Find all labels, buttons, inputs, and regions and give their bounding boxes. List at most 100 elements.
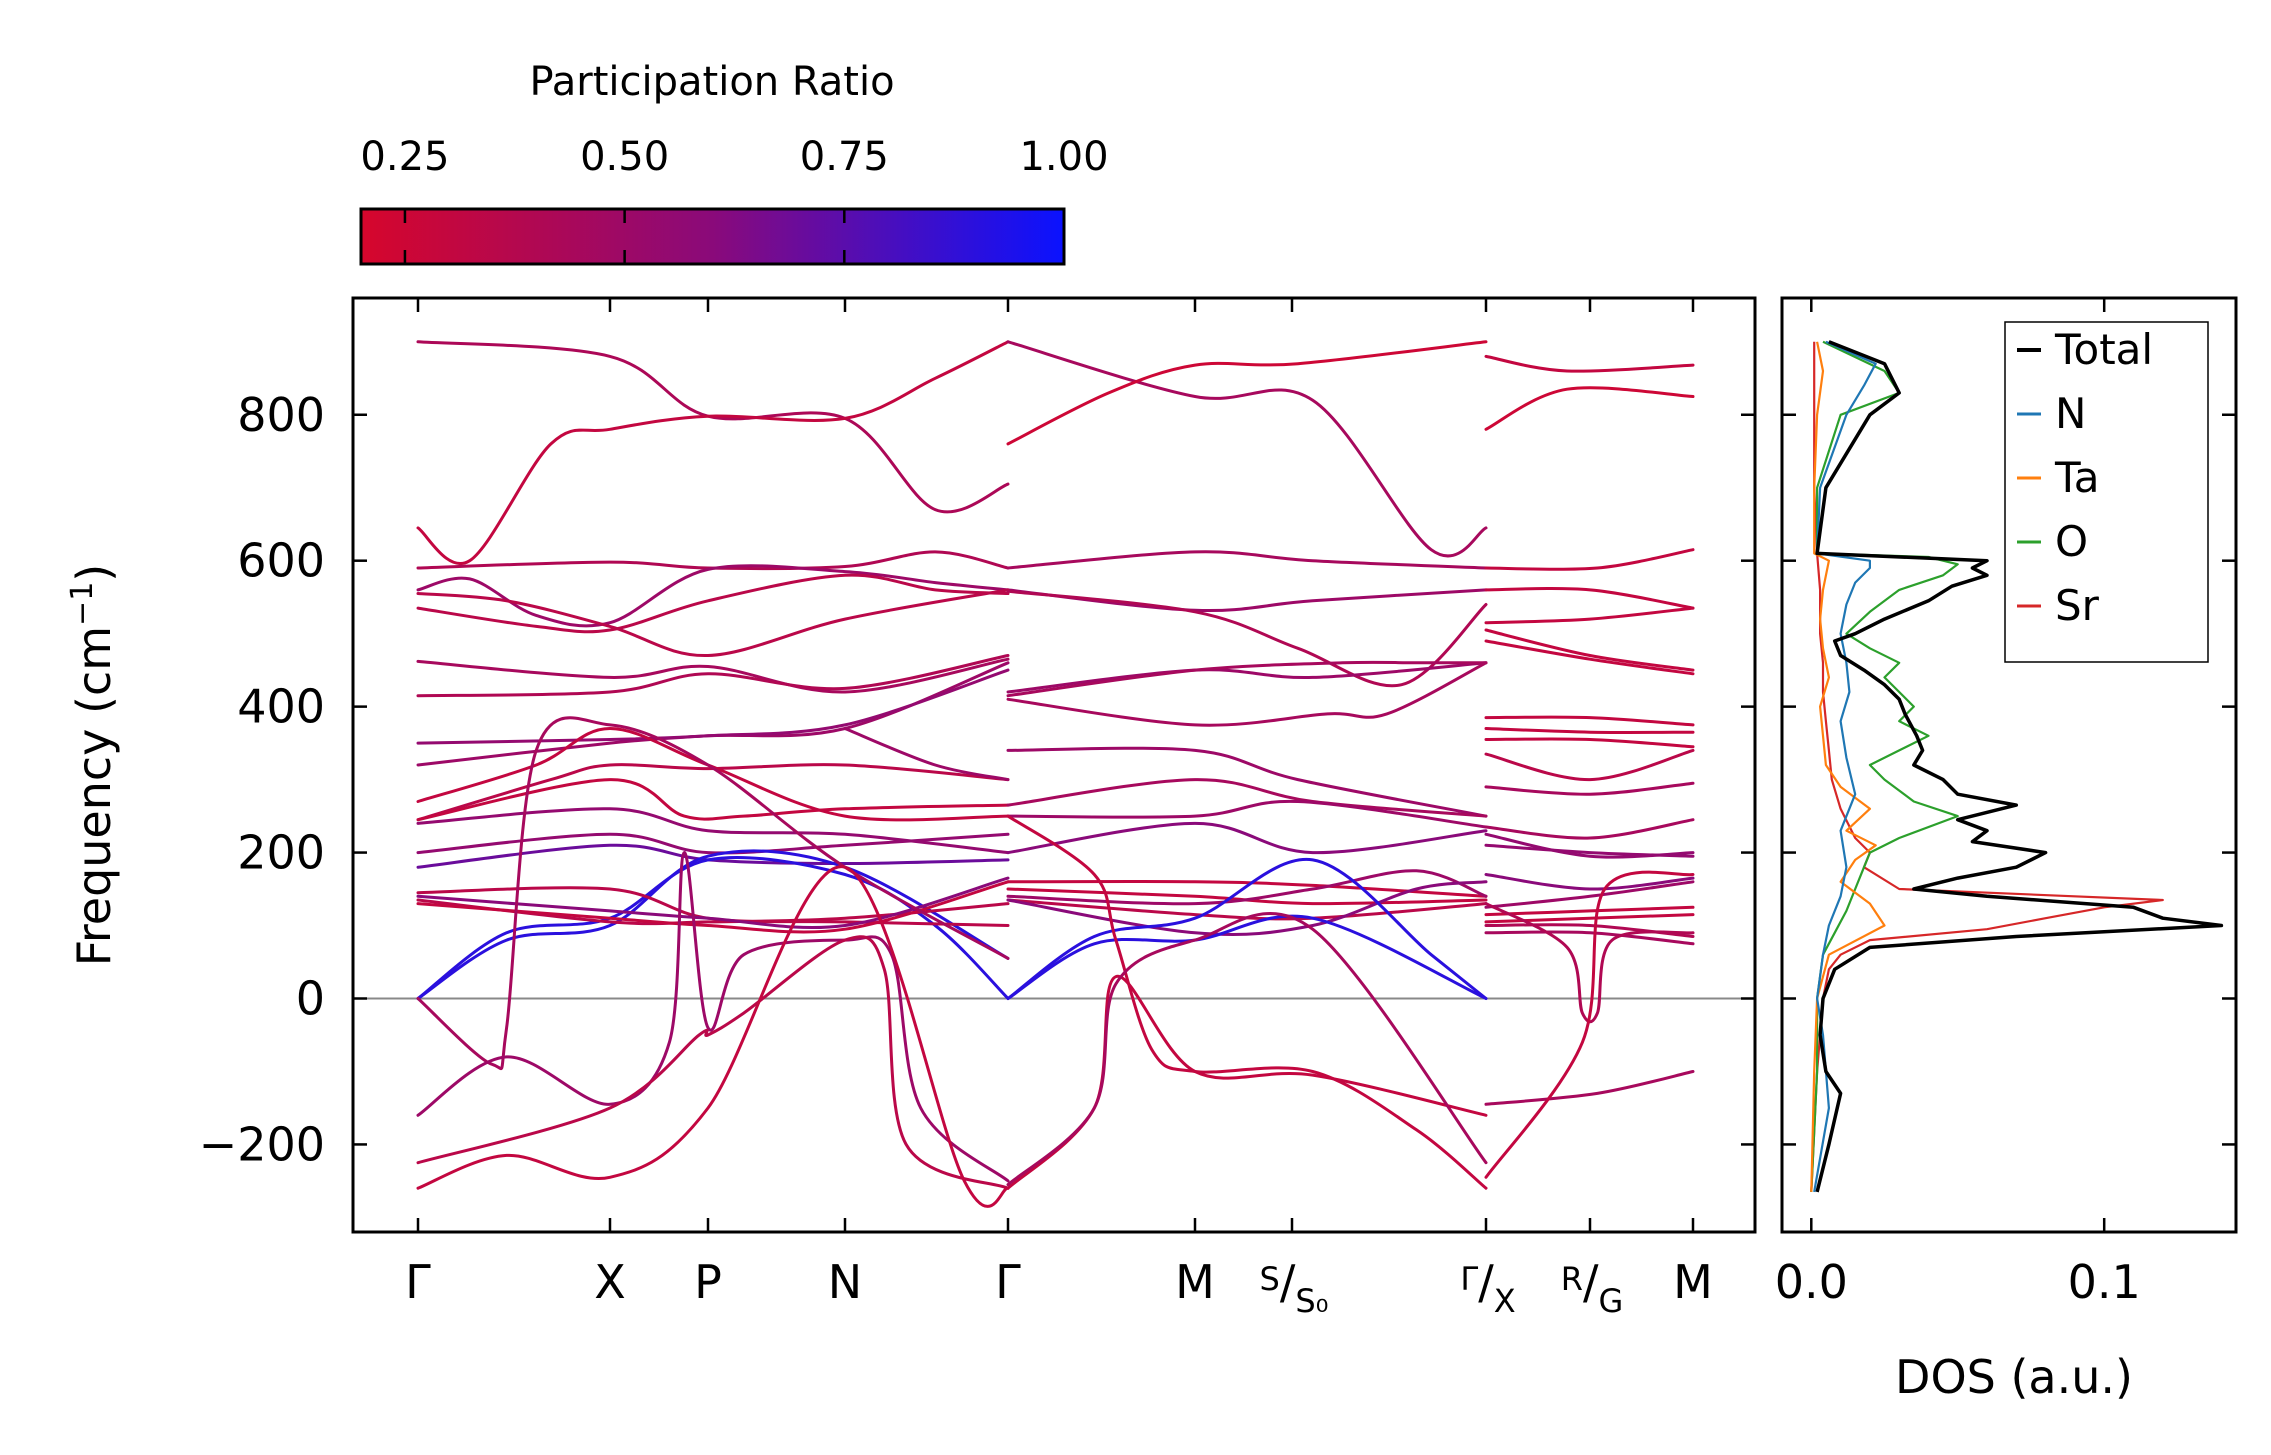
dos-x-axis-label: DOS (a.u.) <box>1895 1350 2133 1404</box>
band-35 <box>1006 879 1488 898</box>
band-structure-ticks: −200 0 200 400 600 800 Γ X P N Γ M S/S₀ Γ/X R/G M <box>199 298 2236 1320</box>
band-48 <box>1006 911 1488 1187</box>
colorbar-ticks: 0.25 0.50 0.75 1.00 <box>360 134 1109 264</box>
band-2 <box>1006 340 1488 558</box>
colorbar-tick-label: 0.75 <box>800 134 889 180</box>
band-63 <box>1484 843 1695 858</box>
band-25 <box>416 807 1010 855</box>
y-tick-0: −200 <box>199 1117 2236 1171</box>
y-tick-2: 200 <box>237 826 2236 880</box>
band-69 <box>1484 930 1695 946</box>
y-tick-5: 800 <box>237 388 2236 442</box>
band-45 <box>416 865 1010 1208</box>
band-15 <box>1006 661 1488 727</box>
band-17 <box>416 668 1010 745</box>
legend-entry-ta: Ta <box>2017 453 2099 502</box>
band-23 <box>1006 778 1488 818</box>
x-tick-7: Γ/X <box>1460 298 1516 1320</box>
x-tick-1: X <box>594 298 626 1309</box>
band-6 <box>416 564 1010 628</box>
colorbar-tick-3: 1.00 <box>1019 134 1109 264</box>
band-structure-panel: −200 0 200 400 600 800 Γ X P N Γ M S/S₀ Γ/X R/G M Frequ… <box>65 296 2236 1320</box>
y-axis-label-main: Frequency (cm <box>67 626 121 966</box>
band-1 <box>416 340 1010 565</box>
x-tick-label: M <box>1175 1255 1215 1309</box>
band-41 <box>1006 857 1488 1000</box>
band-49 <box>1484 354 1695 373</box>
dos-line-ta <box>1810 341 1886 1192</box>
band-7 <box>1006 588 1488 613</box>
x-tick-3: N <box>828 298 862 1309</box>
band-22 <box>416 778 1010 822</box>
band-53 <box>1484 606 1695 625</box>
band-67 <box>1484 913 1695 924</box>
x-tick-5: M <box>1175 298 1215 1309</box>
x-tick-label: Γ <box>995 1255 1021 1309</box>
y-tick-1: 0 <box>296 972 2236 1026</box>
band-30 <box>416 856 1010 1000</box>
band-16 <box>416 661 1010 767</box>
band-70 <box>1484 902 1695 1024</box>
band-56 <box>1484 715 1695 727</box>
legend-label: Sr <box>2055 581 2100 630</box>
band-57 <box>1484 727 1695 734</box>
dos-lines <box>1810 340 2224 1193</box>
band-19 <box>843 727 1010 782</box>
band-46 <box>1006 975 1488 1190</box>
y-axis-label-sup: −1 <box>65 582 100 626</box>
legend-entry-n: N <box>2017 389 2086 438</box>
colorbar-tick-label: 0.50 <box>580 134 669 180</box>
colorbar-tick-1: 0.50 <box>580 134 669 264</box>
y-tick-3: 400 <box>237 680 2236 734</box>
band-37 <box>1006 898 1488 921</box>
colorbar-title: Participation Ratio <box>529 59 894 105</box>
dos-panel: 0.0 0.1 DOS (a.u.) Total N Ta O Sr <box>1775 296 2238 1404</box>
band-26 <box>1006 821 1488 855</box>
band-60 <box>1484 781 1695 796</box>
dos-line-total <box>1815 340 2224 1193</box>
legend-entry-o: O <box>2017 517 2088 566</box>
band-51 <box>1484 548 1695 571</box>
legend-label: Ta <box>2054 453 2099 502</box>
y-tick-label: 0 <box>296 972 325 1026</box>
band-27 <box>416 832 1010 855</box>
dos-line-o <box>1810 340 1959 1192</box>
band-61 <box>1484 818 1695 840</box>
dos-frame <box>1780 296 2238 1234</box>
band-14 <box>1006 660 1488 698</box>
band-36 <box>1006 887 1488 906</box>
band-13 <box>1006 661 1488 694</box>
band-47 <box>1006 814 1488 1190</box>
band-0 <box>416 340 1010 514</box>
x-tick-label: N <box>828 1255 862 1309</box>
dos-x-tick-label: 0.1 <box>2068 1255 2141 1309</box>
band-11 <box>416 657 1010 694</box>
dos-ticks: 0.0 0.1 <box>1775 298 2141 1309</box>
colorbar-tick-label: 0.25 <box>360 134 449 180</box>
band-50 <box>1484 386 1695 431</box>
x-tick-label-fraction: Γ/X <box>1460 1255 1515 1320</box>
y-axis-label-close: ) <box>67 564 121 582</box>
band-40 <box>1006 914 1488 1000</box>
band-44 <box>416 935 1010 1190</box>
legend-entry-total: Total <box>2017 325 2153 374</box>
x-tick-label: P <box>694 1255 722 1309</box>
band-64 <box>1484 873 1695 891</box>
band-9 <box>416 588 1010 658</box>
x-tick-label-fraction: R/G <box>1561 1255 1624 1320</box>
band-5 <box>1006 550 1488 570</box>
band-3 <box>1006 340 1488 446</box>
x-tick-8: R/G <box>1561 298 1624 1320</box>
x-tick-label: M <box>1673 1255 1713 1309</box>
legend-label: Total <box>2054 325 2153 374</box>
dos-x-tick-0: 0.0 <box>1775 298 1848 1309</box>
y-tick-label: 800 <box>237 388 325 442</box>
band-20 <box>1006 746 1488 818</box>
y-tick-label: 200 <box>237 826 325 880</box>
band-4 <box>416 550 1010 571</box>
band-39 <box>1006 880 1488 937</box>
band-65 <box>1484 880 1695 909</box>
band-12 <box>416 654 1010 698</box>
x-tick-9: M <box>1673 298 1713 1309</box>
